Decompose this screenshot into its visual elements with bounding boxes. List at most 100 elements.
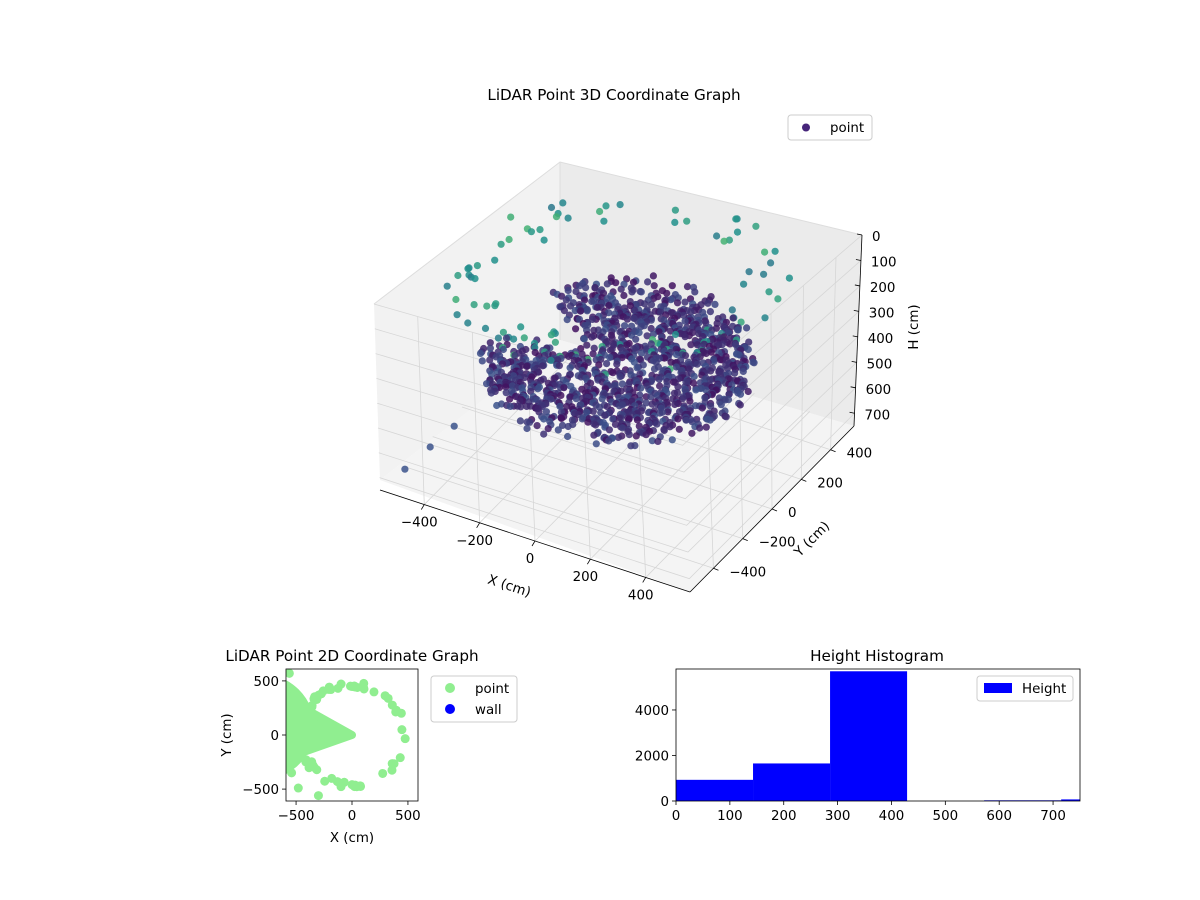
- point-2d: [378, 768, 388, 778]
- point-3d: [507, 213, 515, 221]
- point-3d: [670, 389, 679, 397]
- point-3d: [637, 288, 645, 296]
- point-3d: [649, 330, 658, 338]
- point-3d: [736, 401, 744, 409]
- point-3d: [609, 415, 617, 423]
- point-3d: [605, 302, 613, 310]
- point-3d: [720, 237, 728, 245]
- point-3d: [744, 345, 752, 354]
- point-3d: [588, 297, 596, 305]
- point-3d: [653, 420, 661, 428]
- point-3d: [617, 285, 625, 293]
- point-3d: [774, 295, 782, 303]
- point-3d: [642, 431, 650, 439]
- point-3d: [674, 383, 682, 391]
- point-2d: [391, 707, 401, 717]
- point-3d: [578, 350, 586, 358]
- point-3d: [668, 436, 676, 444]
- point-3d: [452, 295, 460, 304]
- point-2d: [359, 678, 369, 688]
- point-3d: [615, 402, 624, 410]
- point-3d: [471, 275, 479, 283]
- point-3d: [486, 339, 494, 347]
- point-3d: [583, 307, 591, 315]
- point-3d: [641, 300, 649, 308]
- point-3d: [584, 418, 592, 426]
- point-3d: [581, 296, 589, 304]
- z-tick-label-3d: 400: [868, 332, 894, 347]
- point-3d: [681, 333, 689, 341]
- point-3d: [481, 324, 490, 332]
- point-3d: [470, 301, 478, 309]
- point-3d: [517, 403, 525, 411]
- point-3d: [483, 380, 491, 388]
- point-3d: [722, 413, 730, 421]
- z-tick-label-3d: 200: [870, 281, 896, 296]
- point-2d: [397, 725, 407, 735]
- point-cloud-3d: [401, 199, 794, 473]
- z-tick-label-3d: 100: [871, 255, 897, 270]
- point-3d: [572, 325, 580, 333]
- point-3d: [647, 324, 655, 333]
- point-2d: [350, 782, 360, 792]
- point-3d: [771, 247, 779, 255]
- point-3d: [740, 280, 748, 288]
- grid-wall-right-y: [800, 285, 804, 480]
- point-3d: [589, 350, 597, 358]
- point-2d-outlier: [313, 791, 323, 801]
- point-3d: [710, 357, 718, 365]
- grid-wall-z: [375, 285, 861, 446]
- point-3d: [713, 232, 721, 240]
- point-3d: [591, 284, 599, 292]
- z-tick-3d: [850, 386, 856, 389]
- legend-3d-label: point: [830, 121, 864, 136]
- chart-2d-title: LiDAR Point 2D Coordinate Graph: [225, 647, 478, 665]
- point-3d: [560, 307, 569, 315]
- histogram-ticks: 0 100 200 300 400 500 600 700 0 2000 4000: [635, 704, 1066, 824]
- point-3d: [681, 352, 690, 360]
- point-3d: [627, 442, 635, 450]
- chart-2d: LiDAR Point 2D Coordinate Graph −500−500…: [220, 647, 518, 846]
- histogram-bar: [830, 671, 908, 801]
- point-3d: [702, 423, 710, 431]
- point-3d: [686, 397, 694, 405]
- point-3d: [623, 315, 632, 323]
- histogram-bar: [753, 763, 831, 801]
- point-3d: [655, 375, 663, 383]
- point-3d: [625, 431, 633, 439]
- point-3d: [739, 367, 747, 375]
- point-3d: [564, 214, 572, 222]
- point-3d: [761, 248, 769, 256]
- z-tick-3d: [851, 360, 857, 363]
- point-3d: [454, 271, 462, 280]
- point-2d: [327, 773, 337, 783]
- point-3d: [502, 383, 510, 391]
- z-tick-3d: [856, 233, 863, 236]
- point-3d: [520, 374, 529, 382]
- point-3d: [698, 404, 706, 412]
- point-3d: [554, 426, 562, 434]
- y-tick-label-hist: 2000: [635, 749, 669, 764]
- point-3d: [523, 402, 531, 410]
- grid-wall-z: [377, 362, 857, 526]
- grid-wall-z: [379, 412, 855, 580]
- point-3d: [583, 408, 591, 416]
- point-3d: [560, 384, 568, 392]
- point-3d: [464, 265, 472, 273]
- point-3d: [595, 403, 604, 411]
- point-2d: [326, 685, 336, 695]
- point-3d: [590, 326, 598, 334]
- point-3d: [728, 306, 736, 314]
- point-3d: [564, 286, 572, 295]
- x-tick-3d: [642, 577, 647, 583]
- point-3d: [491, 302, 499, 310]
- point-3d: [633, 416, 642, 424]
- point-3d: [650, 282, 658, 290]
- x-tick-label-hist: 100: [717, 809, 743, 824]
- point-3d: [637, 384, 645, 392]
- x-tick-label-hist: 500: [933, 809, 959, 824]
- point-3d: [761, 314, 769, 322]
- point-2d: [307, 701, 317, 711]
- point-3d: [733, 377, 741, 385]
